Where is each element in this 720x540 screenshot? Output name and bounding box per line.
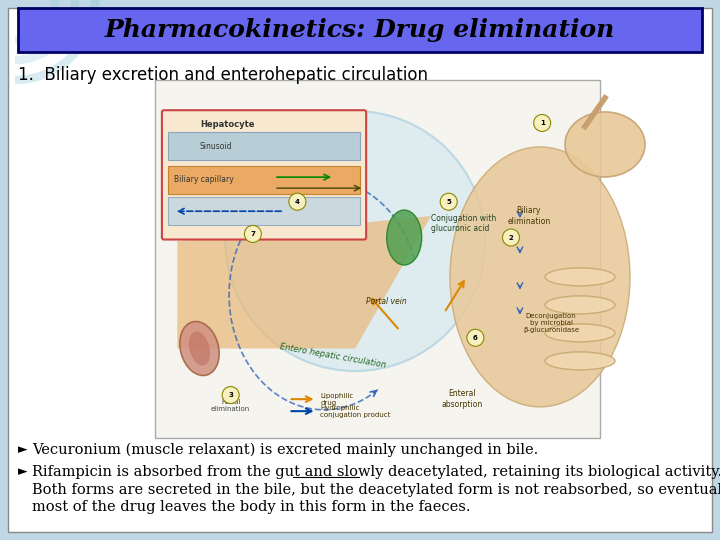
- Text: ►: ►: [18, 443, 27, 456]
- Bar: [168, 198, 360, 225]
- Text: 1: 1: [540, 120, 544, 126]
- Ellipse shape: [545, 296, 615, 314]
- Text: 7: 7: [251, 231, 256, 237]
- Text: Both forms are secreted in the bile, but the deacetylated form is not reabsorbed: Both forms are secreted in the bile, but…: [32, 483, 720, 497]
- Bar: [18, 8, 702, 52]
- Circle shape: [534, 114, 551, 131]
- Text: Vecuronium (muscle relaxant) is excreted mainly unchanged in bile.: Vecuronium (muscle relaxant) is excreted…: [32, 443, 539, 457]
- Text: Sinusoid: Sinusoid: [200, 141, 233, 151]
- Text: Deconjugation
by microbial
β-glucuronidase: Deconjugation by microbial β-glucuronida…: [523, 313, 579, 333]
- Ellipse shape: [189, 332, 210, 366]
- Text: Hydrophilic
conjugation product: Hydrophilic conjugation product: [320, 404, 391, 417]
- Circle shape: [440, 193, 457, 210]
- Text: Renal
elimination: Renal elimination: [211, 399, 251, 412]
- Ellipse shape: [545, 268, 615, 286]
- Bar: [155, 80, 600, 438]
- Ellipse shape: [545, 352, 615, 370]
- Circle shape: [503, 229, 520, 246]
- FancyBboxPatch shape: [162, 110, 366, 240]
- Ellipse shape: [565, 112, 645, 177]
- Text: Conjugation with
glucuronic acid: Conjugation with glucuronic acid: [431, 213, 496, 233]
- Text: Rifampicin is absorbed from the gut and slowly deacetylated, retaining its biolo: Rifampicin is absorbed from the gut and …: [32, 465, 720, 479]
- Text: 5: 5: [446, 199, 451, 205]
- Ellipse shape: [180, 321, 219, 375]
- Circle shape: [244, 225, 261, 242]
- Bar: [168, 132, 360, 160]
- Circle shape: [225, 111, 485, 371]
- Text: most of the drug leaves the body in this form in the faeces.: most of the drug leaves the body in this…: [32, 500, 470, 514]
- Text: Pharmacokinetics: Drug elimination: Pharmacokinetics: Drug elimination: [105, 18, 615, 42]
- Circle shape: [289, 193, 306, 210]
- Text: 1.  Biliary excretion and enterohepatic circulation: 1. Biliary excretion and enterohepatic c…: [18, 66, 428, 84]
- Text: Biliary
elimination: Biliary elimination: [507, 206, 550, 226]
- Text: Biliary capillary: Biliary capillary: [174, 176, 234, 184]
- Ellipse shape: [387, 210, 422, 265]
- Bar: [168, 166, 360, 194]
- Ellipse shape: [545, 324, 615, 342]
- Polygon shape: [177, 216, 431, 348]
- Circle shape: [222, 387, 239, 403]
- Text: Portal vein: Portal vein: [366, 298, 407, 307]
- Text: 3: 3: [228, 392, 233, 398]
- Text: Enteral
absorption: Enteral absorption: [441, 389, 482, 409]
- Circle shape: [467, 329, 484, 346]
- Ellipse shape: [450, 147, 630, 407]
- Text: 4: 4: [295, 199, 300, 205]
- Text: Lipophilic
drug: Lipophilic drug: [320, 393, 354, 406]
- Text: 2: 2: [508, 234, 513, 240]
- Text: Entero hepatic circulation: Entero hepatic circulation: [279, 342, 387, 369]
- Text: Hepatocyte: Hepatocyte: [200, 120, 254, 129]
- Text: ►: ►: [18, 465, 27, 478]
- Text: 6: 6: [473, 335, 478, 341]
